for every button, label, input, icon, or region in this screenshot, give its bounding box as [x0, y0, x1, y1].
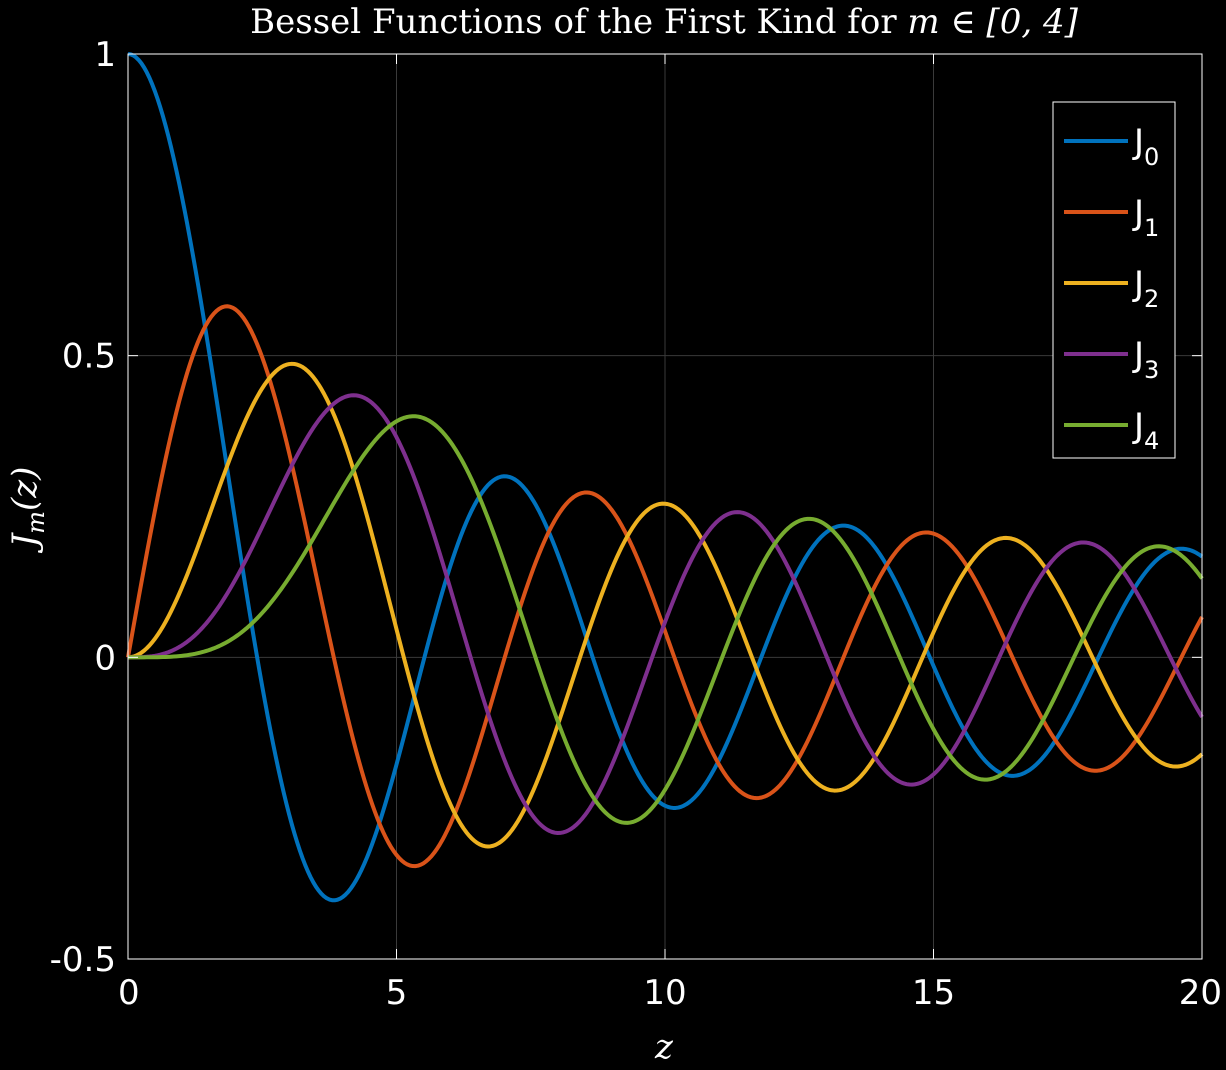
legend-label-sub-j4: 4: [1144, 427, 1159, 455]
tick-marks: [127, 53, 1203, 960]
legend-label-sub-j0: 0: [1144, 143, 1159, 171]
series-line-j2: [127, 361, 1204, 849]
legend-label-j4: J4: [1132, 406, 1159, 455]
legend-label-j0: J0: [1132, 122, 1159, 171]
y-axis-label-tail: (z): [5, 467, 45, 511]
chart-title: Bessel Functions of the First Kind for m…: [250, 2, 1078, 42]
legend-label-sub-j1: 1: [1144, 214, 1159, 242]
x-tick-label-1: 5: [386, 973, 408, 1013]
legend-label-j2: J2: [1132, 264, 1159, 313]
x-tick-label-2: 10: [643, 973, 686, 1013]
legend-label-main-j1: J: [1132, 193, 1144, 233]
x-tick-label-3: 15: [912, 973, 955, 1013]
series-group: [126, 52, 1204, 903]
legend-label-sub-j3: 3: [1144, 356, 1159, 384]
y-axis-label-main: J: [5, 531, 45, 553]
x-axis-label: z: [654, 1027, 674, 1067]
chart-title-math: m ∈ [0, 4]: [907, 2, 1078, 42]
legend-label-main-j0: J: [1132, 122, 1144, 162]
series-line-j3: [128, 393, 1204, 835]
y-tick-label-2: 0.5: [62, 337, 116, 377]
x-tick-labels: 0 5 10 15 20: [118, 973, 1222, 1013]
y-tick-label-3: 1: [94, 35, 116, 75]
y-tick-label-1: 0: [94, 638, 116, 678]
legend-label-main-j3: J: [1132, 335, 1144, 375]
legend-label-j1: J1: [1132, 193, 1159, 242]
x-tick-label-0: 0: [118, 973, 140, 1013]
series-line-j0: [127, 52, 1204, 903]
x-tick-label-4: 20: [1179, 973, 1222, 1013]
legend-box: [1052, 101, 1176, 459]
legend-label-main-j4: J: [1132, 406, 1144, 446]
y-tick-label-0: -0.5: [50, 940, 116, 980]
chart-title-text: Bessel Functions of the First Kind for: [250, 2, 907, 42]
series-line-j1: [126, 304, 1204, 869]
legend-label-main-j2: J: [1132, 264, 1144, 304]
series-line-j4: [128, 414, 1204, 825]
legend-label-j3: J3: [1132, 335, 1159, 384]
y-tick-labels: -0.5 0 0.5 1: [50, 35, 116, 980]
legend-label-sub-j2: 2: [1144, 285, 1159, 313]
y-axis-label-sub: m: [22, 511, 50, 534]
y-axis-label: Jm(z): [5, 467, 50, 554]
